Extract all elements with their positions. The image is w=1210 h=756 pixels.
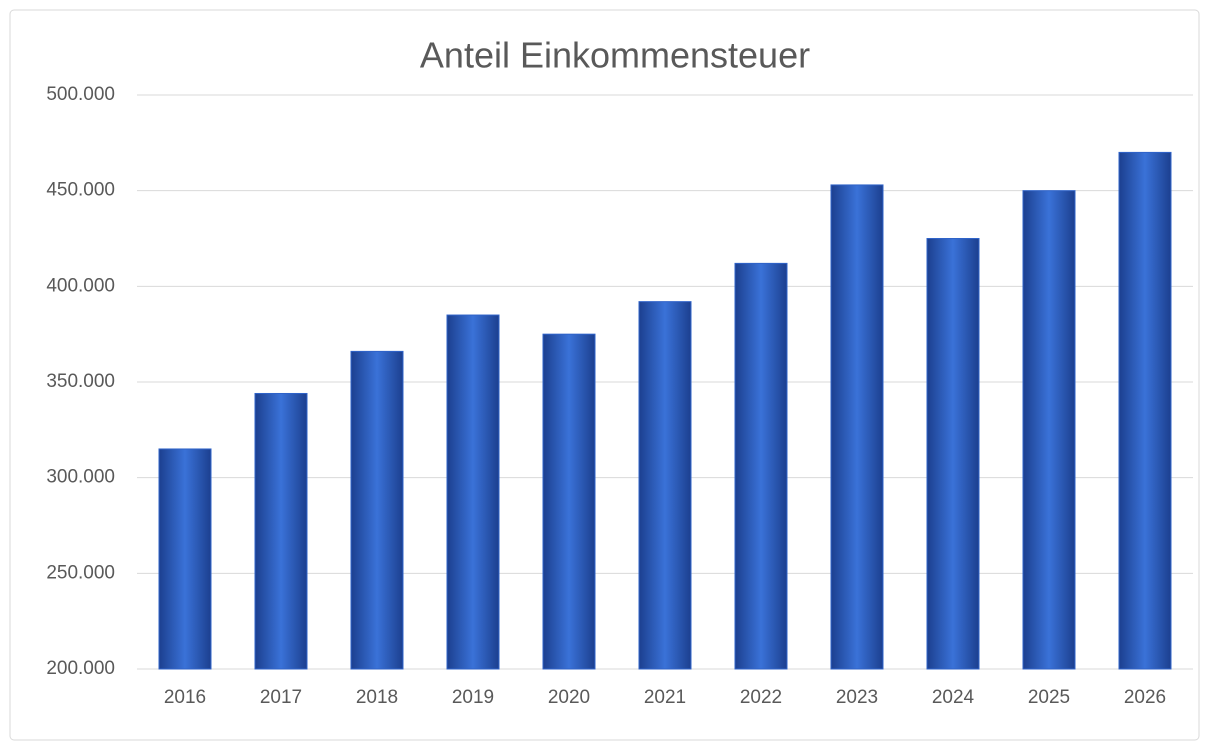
- bar: [350, 350, 404, 670]
- x-tick-label: 2024: [932, 687, 975, 708]
- y-tick-label: 500.000: [46, 84, 115, 105]
- bar: [638, 301, 692, 670]
- x-tick-label: 2018: [356, 687, 398, 708]
- bar: [734, 262, 788, 670]
- bar: [542, 333, 596, 670]
- x-tick-label: 2025: [1028, 687, 1070, 708]
- y-tick-label: 400.000: [46, 275, 115, 296]
- bar: [1118, 151, 1172, 670]
- y-tick-label: 450.000: [46, 180, 115, 201]
- bar: [830, 184, 884, 670]
- x-tick-label: 2021: [644, 687, 686, 708]
- x-tick-label: 2020: [548, 687, 590, 708]
- chart-title: Anteil Einkommensteuer: [420, 35, 810, 76]
- x-tick-label: 2016: [164, 687, 206, 708]
- bar: [1022, 190, 1076, 670]
- y-tick-label: 250.000: [46, 562, 115, 583]
- x-tick-label: 2023: [836, 687, 878, 708]
- x-tick-label: 2017: [260, 687, 302, 708]
- x-tick-label: 2022: [740, 687, 782, 708]
- x-tick-label: 2026: [1124, 687, 1166, 708]
- y-tick-label: 350.000: [46, 371, 115, 392]
- bar: [446, 314, 500, 670]
- x-tick-label: 2019: [452, 687, 494, 708]
- y-tick-label: 200.000: [46, 658, 115, 679]
- y-tick-label: 300.000: [46, 467, 115, 488]
- bar: [254, 392, 308, 670]
- bar: [158, 448, 212, 670]
- bar: [926, 238, 980, 670]
